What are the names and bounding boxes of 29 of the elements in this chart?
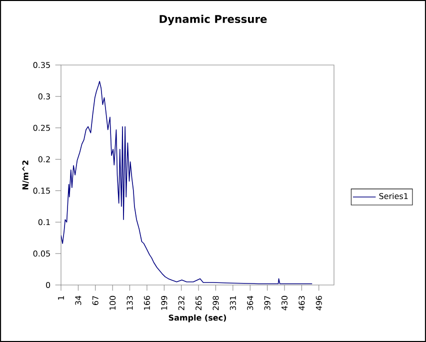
y-tick-label: 0.05	[33, 250, 50, 257]
x-tick-label: 1	[58, 296, 64, 300]
x-tick-label: 199	[161, 296, 168, 310]
x-tick-label: 232	[178, 296, 184, 310]
x-tick-label: 265	[196, 296, 202, 310]
x-tick-label: 133	[126, 296, 133, 310]
y-tick-label: 0.35	[33, 62, 50, 68]
x-tick-label: 430	[281, 296, 288, 310]
chart-title: Dynamic Pressure	[160, 14, 267, 26]
x-tick-label: 100	[110, 296, 116, 310]
y-tick-label: 0.25	[33, 124, 50, 131]
x-tick-label: 463	[298, 296, 305, 310]
y-tick-label: 0.3	[38, 93, 50, 100]
x-tick-label: 34	[75, 296, 82, 305]
y-tick-label: 0.1	[38, 219, 50, 226]
line-series	[61, 80, 313, 284]
x-tick-label: 397	[264, 296, 270, 310]
y-tick-label: 0.2	[38, 156, 50, 162]
x-tick-label: 166	[144, 296, 150, 310]
x-tick-label: 364	[247, 296, 254, 310]
x-axis-title: Sample (sec)	[168, 314, 226, 322]
y-tick-label: 0.15	[33, 188, 50, 194]
x-tick-label: 331	[230, 296, 236, 310]
y-tick-label: 0	[46, 282, 50, 288]
y-axis-title: N/m^2	[22, 160, 29, 190]
x-tick-label: 496	[316, 296, 322, 310]
legend-label: Series1	[379, 192, 408, 200]
x-tick-label: 67	[92, 296, 98, 306]
x-tick-label: 298	[212, 296, 219, 310]
